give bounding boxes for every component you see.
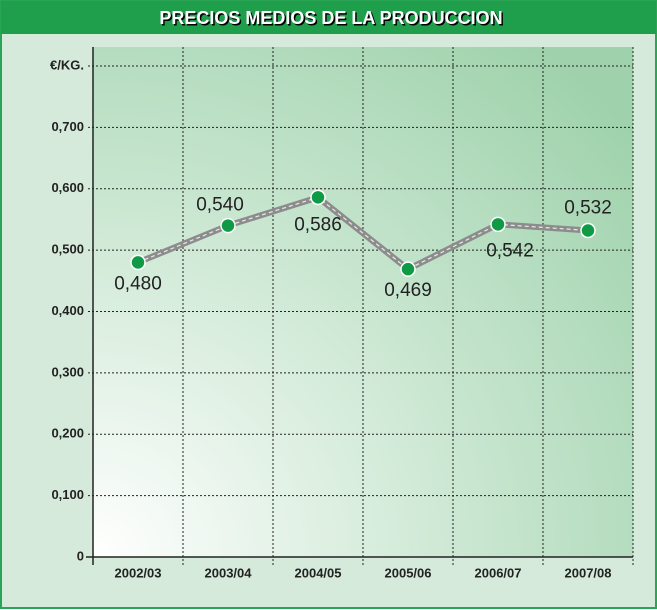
data-point [400, 261, 416, 277]
data-label: 0,540 [196, 195, 244, 216]
y-tick-label: 0,600 [51, 180, 84, 195]
data-label: 0,542 [486, 240, 534, 261]
data-label: 0,586 [294, 214, 342, 235]
y-tick-label: 0,700 [51, 119, 84, 134]
y-tick-label: 0,300 [51, 364, 84, 379]
data-point [130, 254, 146, 271]
y-tick-label: 0,400 [51, 303, 84, 318]
data-label: 0,480 [114, 273, 162, 294]
series-line-center [137, 196, 589, 270]
chart-title: PRECIOS MEDIOS DE LA PRODUCCION [159, 8, 502, 28]
x-tick-label: 2006/07 [475, 565, 522, 580]
x-tick-label: 2004/05 [295, 565, 342, 580]
data-label: 0,469 [384, 280, 432, 301]
data-point [490, 216, 506, 233]
x-tick-label: 2005/06 [385, 565, 432, 580]
x-tick-label: 2002/03 [115, 565, 162, 580]
y-tick-label: 0,500 [51, 242, 84, 257]
y-tick-label: 0,200 [51, 426, 84, 441]
x-tick-label: 2007/08 [565, 565, 612, 580]
data-point [580, 222, 596, 239]
data-label: 0,532 [564, 198, 612, 219]
y-tick-label: 0 [77, 548, 84, 563]
y-axis-label: €/KG. [50, 57, 84, 72]
data-point [310, 189, 326, 206]
data-point [220, 217, 236, 234]
x-tick-label: 2003/04 [205, 565, 253, 580]
title-shadow: PRECIOS MEDIOS DE LA PRODUCCION [161, 9, 504, 29]
title-banner [1, 1, 656, 34]
y-tick-label: 0,100 [51, 487, 84, 502]
